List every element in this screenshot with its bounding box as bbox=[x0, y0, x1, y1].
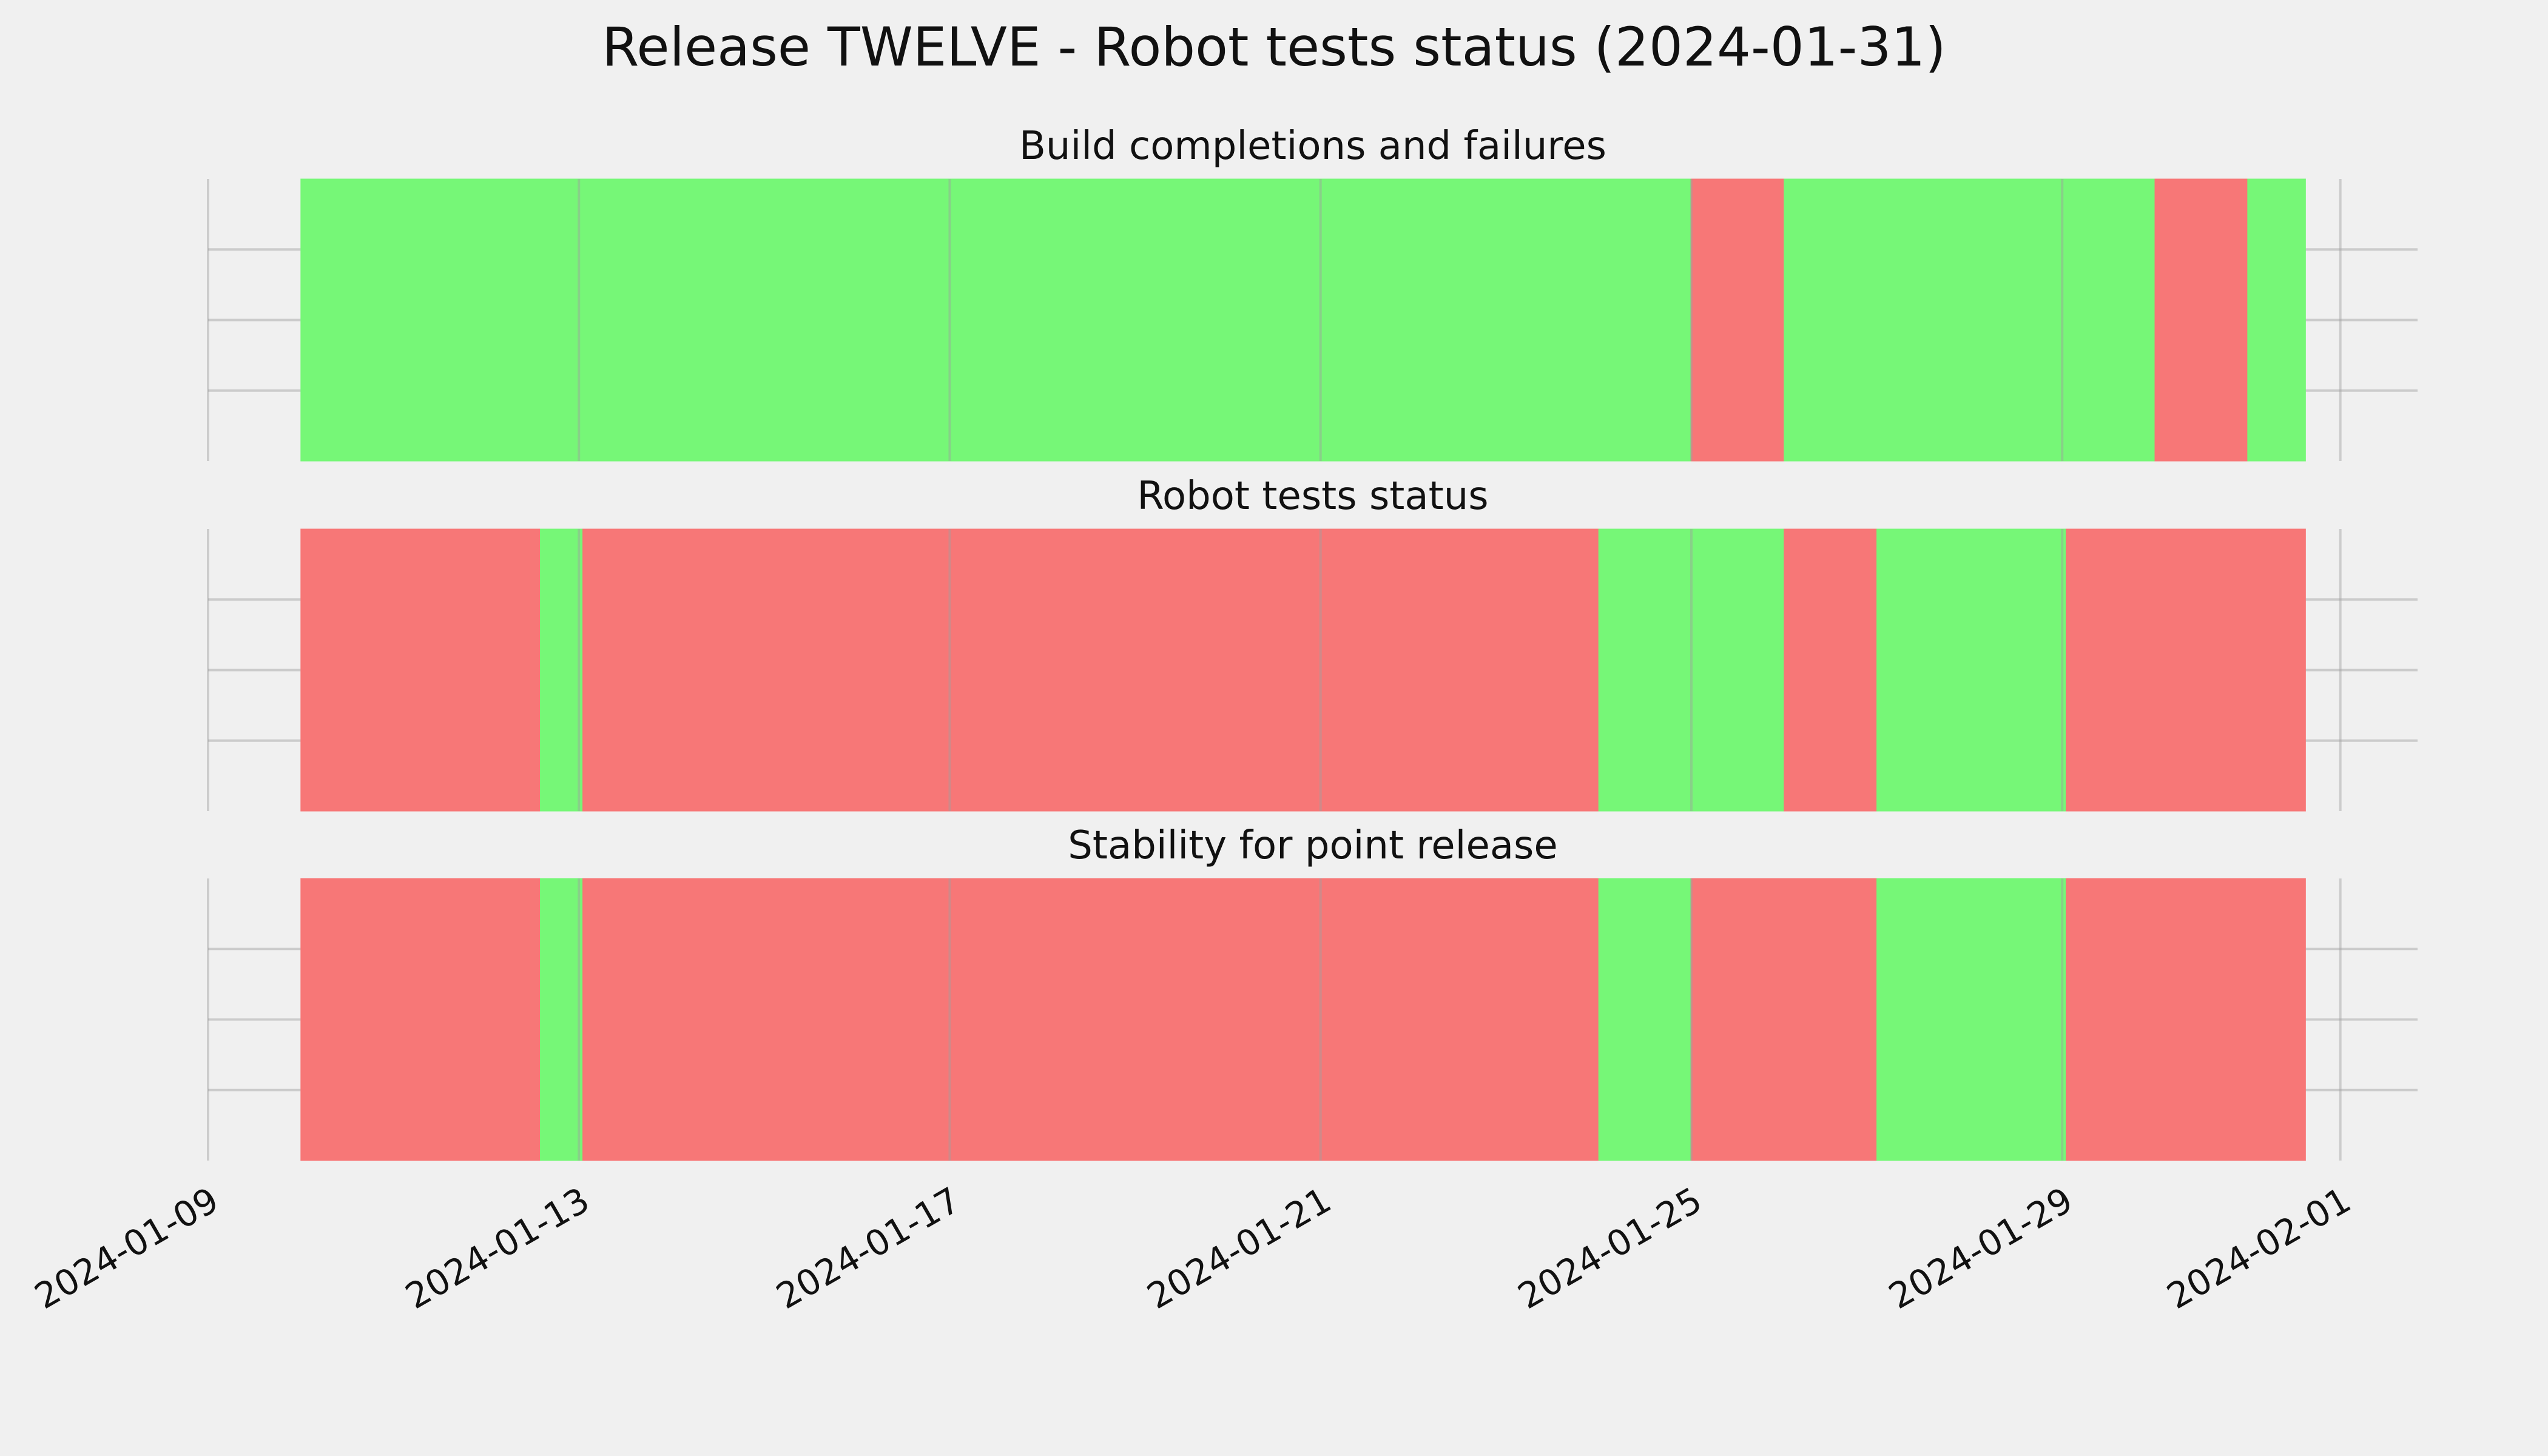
status-segment-fail bbox=[2066, 878, 2306, 1161]
status-segment-fail bbox=[1691, 178, 1785, 462]
status-segment-pass bbox=[578, 178, 950, 462]
status-segment-fail bbox=[1784, 528, 1878, 812]
status-segment-fail bbox=[582, 528, 1599, 812]
status-segment-fail bbox=[582, 878, 1599, 1161]
panel-title: Stability for point release bbox=[1068, 823, 1558, 868]
panel-title: Robot tests status bbox=[1137, 474, 1488, 519]
status-segment-fail bbox=[2066, 528, 2306, 812]
status-segment-fail bbox=[2154, 178, 2248, 462]
status-segment-pass bbox=[2247, 178, 2306, 462]
status-segment-pass bbox=[540, 528, 584, 812]
panel-1: Build completions and failures bbox=[207, 124, 2418, 462]
status-segment-pass bbox=[1320, 178, 1692, 462]
status-segment-pass bbox=[300, 178, 579, 462]
status-segment-fail bbox=[300, 528, 541, 812]
panels: Build completions and failures Robot test… bbox=[207, 124, 2418, 1161]
status-segment-pass bbox=[2061, 178, 2155, 462]
status-segment-pass bbox=[540, 878, 584, 1161]
status-segment-pass bbox=[1598, 528, 1785, 812]
chart-title: Release TWELVE - Robot tests status (202… bbox=[602, 16, 1946, 78]
status-segment-pass bbox=[1784, 178, 2063, 462]
panel-2: Robot tests status bbox=[207, 474, 2418, 812]
panel-3: Stability for point release bbox=[207, 823, 2418, 1161]
panel-title: Build completions and failures bbox=[1019, 124, 1606, 169]
status-segment-fail bbox=[1691, 878, 1878, 1161]
status-segment-pass bbox=[1876, 528, 2067, 812]
status-segment-pass bbox=[1598, 878, 1692, 1161]
status-segment-fail bbox=[300, 878, 541, 1161]
status-segment-pass bbox=[949, 178, 1321, 462]
status-segment-pass bbox=[1876, 878, 2067, 1161]
